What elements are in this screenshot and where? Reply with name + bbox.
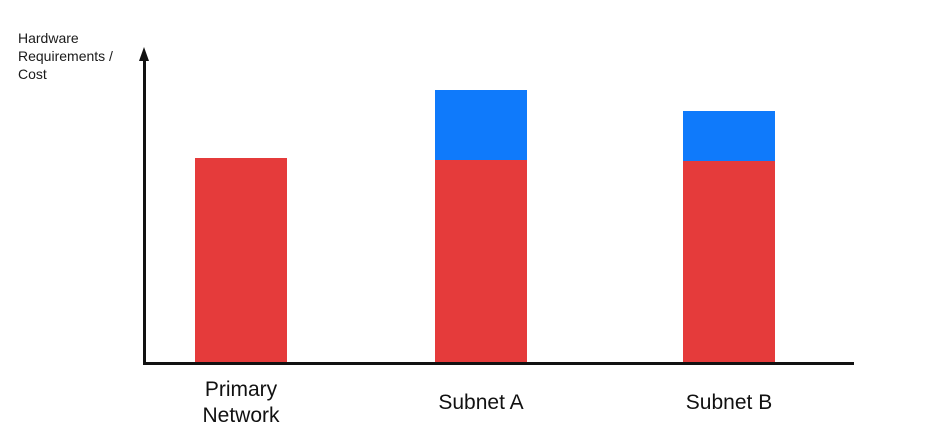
category-label-subnet-a: Subnet A [438,391,524,414]
y-axis-label: Hardware Requirements / Cost [18,30,113,82]
bar-segment-blue [435,90,527,160]
bar-segment-red [683,161,775,362]
bar-primary-network [195,158,287,362]
bar-subnet-b [683,111,775,362]
bar-segment-blue [683,111,775,161]
x-axis [143,362,854,365]
category-label-subnet-b: Subnet B [685,391,773,414]
bar-segment-red [435,160,527,362]
bar-segment-red [195,158,287,362]
y-axis-arrow-icon [139,47,149,61]
y-axis [143,56,146,365]
bar-subnet-a [435,90,527,362]
category-label-primary-network: Primary Network [202,378,280,427]
